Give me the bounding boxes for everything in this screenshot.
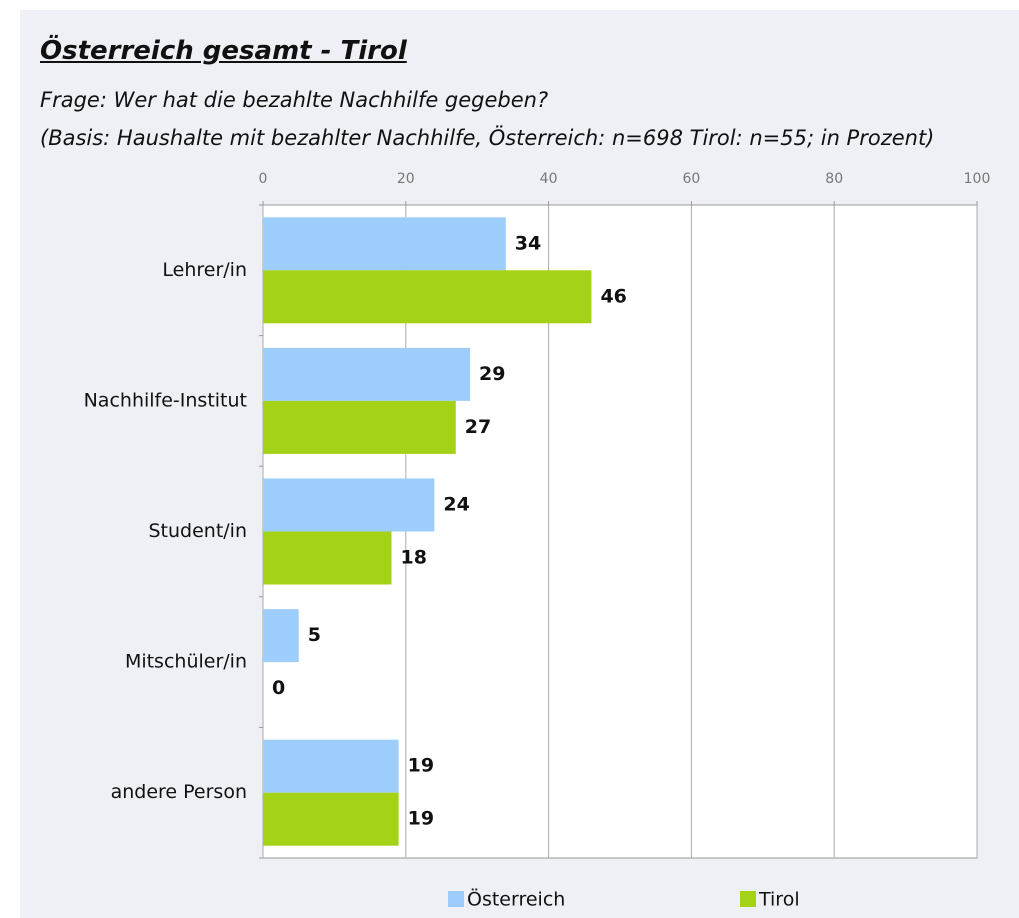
x-tick-label: 20 [397, 171, 415, 187]
x-tick-label: 100 [964, 171, 991, 187]
x-tick-label: 80 [825, 171, 843, 187]
value-label: 19 [408, 808, 434, 830]
value-label: 46 [600, 285, 626, 307]
bar [263, 400, 456, 454]
chart-title: Österreich gesamt - Tirol [40, 36, 407, 66]
value-label: 34 [515, 232, 541, 254]
y-tick-label: Lehrer/in [162, 259, 247, 281]
subtitle: (Basis: Haushalte mit bezahlter Nachhilf… [40, 126, 935, 150]
legend-label: Tirol [758, 889, 800, 911]
bar [263, 270, 592, 324]
bar [263, 739, 399, 793]
x-tick-label: 0 [259, 171, 268, 187]
x-tick-label: 40 [540, 171, 558, 187]
y-tick-label: Mitschüler/in [125, 651, 247, 673]
x-tick-label: 60 [682, 171, 700, 187]
legend-swatch [448, 891, 464, 907]
legend-swatch [740, 891, 756, 907]
value-label: 19 [408, 755, 434, 777]
bar [263, 217, 506, 271]
y-tick-label: Student/in [148, 520, 247, 542]
value-label: 24 [443, 494, 469, 516]
bar [263, 609, 299, 663]
value-label: 18 [401, 547, 427, 569]
bar [263, 792, 399, 846]
value-label: 27 [465, 416, 491, 438]
bar [263, 347, 471, 401]
bar [263, 478, 435, 532]
legend-label: Österreich [467, 888, 565, 911]
y-tick-label: Nachhilfe-Institut [84, 389, 247, 411]
y-tick-label: andere Person [111, 781, 247, 803]
bar [263, 531, 392, 585]
subtitle: Frage: Wer hat die bezahlte Nachhilfe ge… [40, 88, 549, 112]
value-label: 0 [272, 677, 285, 699]
value-label: 29 [479, 363, 505, 385]
value-label: 5 [308, 624, 321, 646]
